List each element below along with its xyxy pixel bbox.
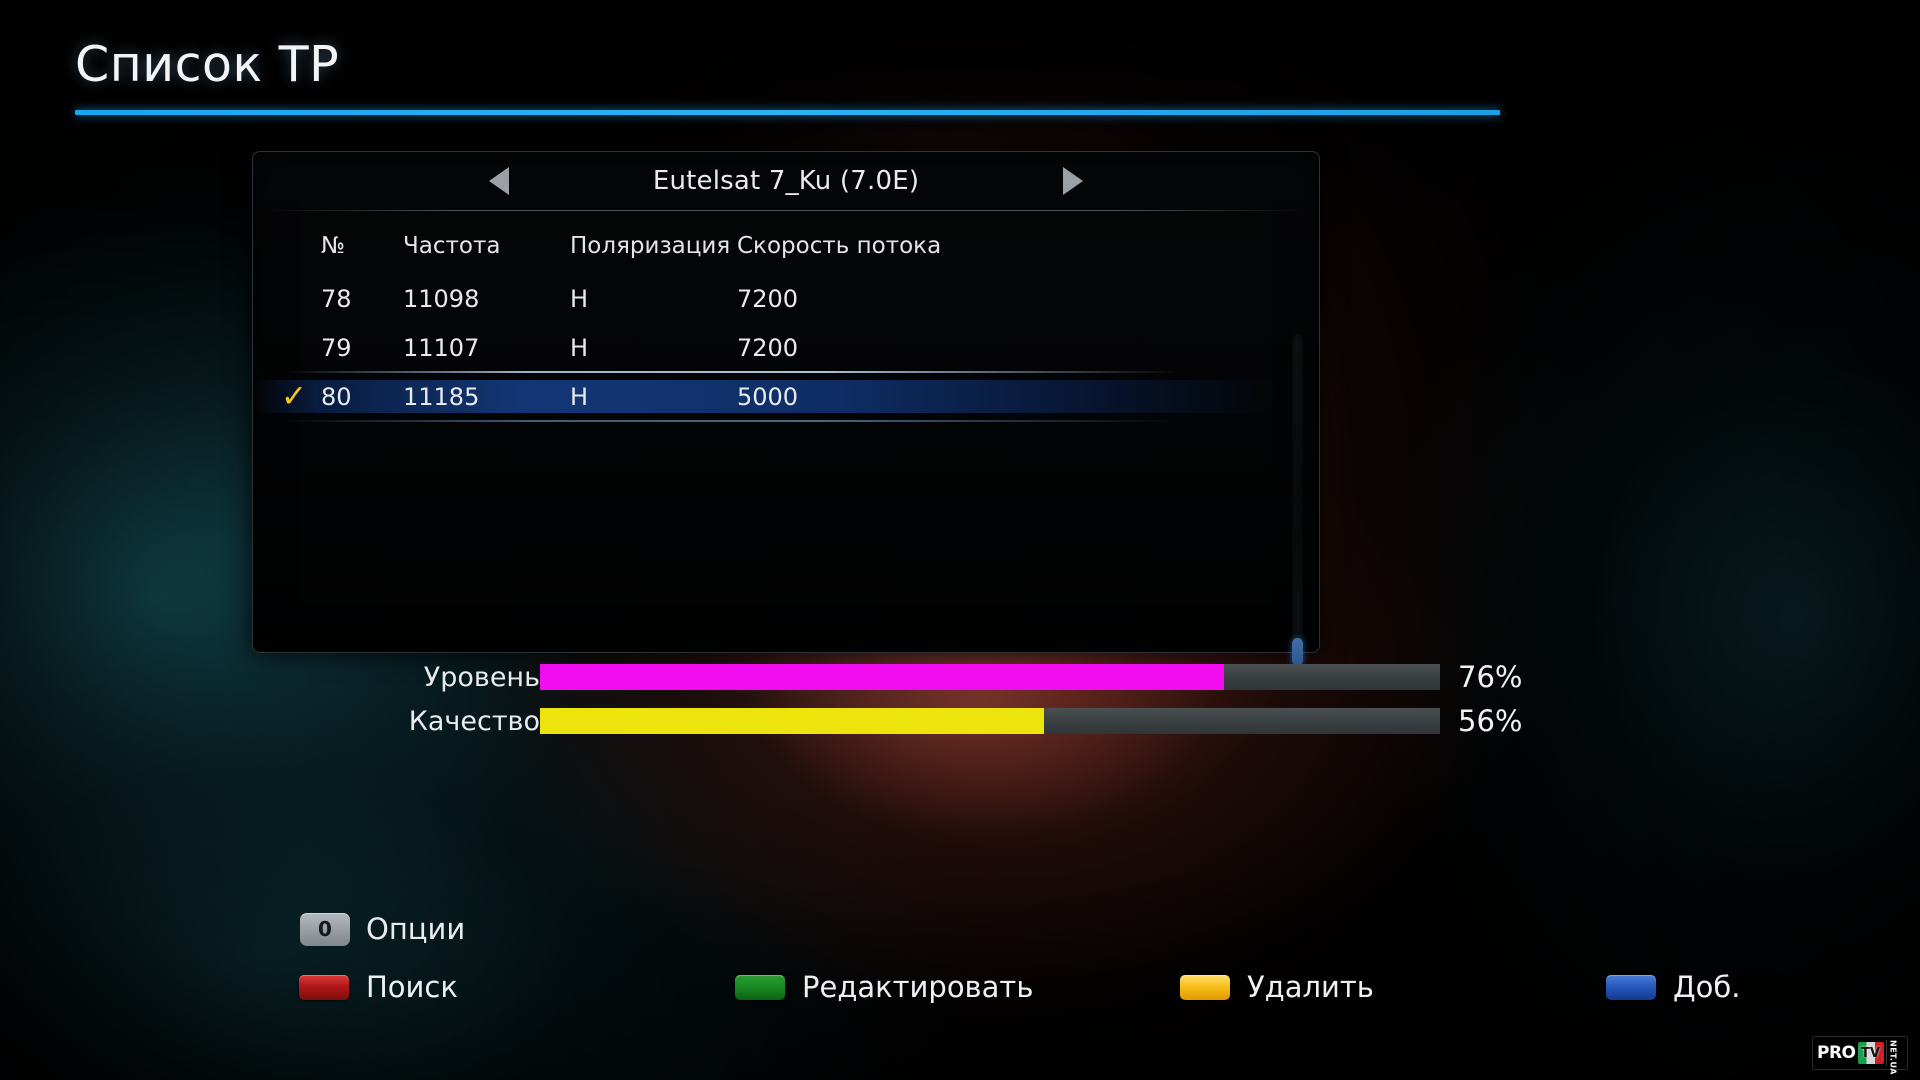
table-header-row: № Частота Поляризация Скорость потока [253, 226, 1319, 266]
table-row-selected[interactable]: ✓ 80 11185 H 5000 [253, 371, 1319, 422]
column-header-frequency: Частота [403, 233, 501, 259]
cell-polarization: H [570, 284, 589, 313]
key-edit-label: Редактировать [802, 970, 1034, 1004]
color-key-bar: Поиск Редактировать Удалить Доб. [0, 970, 1920, 1030]
triangle-right-icon[interactable] [1063, 167, 1083, 195]
cell-polarization: H [570, 382, 589, 411]
transponder-list-panel: Eutelsat 7_Ku (7.0E) № Частота Поляризац… [252, 151, 1320, 666]
satellite-name: Eutelsat 7_Ku (7.0E) [652, 166, 920, 196]
watermark-pro-text: PRO [1817, 1043, 1856, 1063]
options-key-badge: 0 [300, 912, 350, 946]
watermark-tv-text: TV [1861, 1045, 1880, 1061]
title-underline-rule [75, 110, 1500, 115]
panel-divider [267, 210, 1305, 211]
signal-level-row: Уровень 76% [0, 660, 1920, 694]
cell-polarization: H [570, 333, 589, 362]
triangle-left-icon[interactable] [489, 167, 509, 195]
signal-level-percent: 76% [1458, 660, 1523, 694]
signal-quality-fill [540, 708, 1044, 734]
options-label: Опции [366, 912, 466, 946]
signal-quality-percent: 56% [1458, 704, 1523, 738]
column-header-polarization: Поляризация [570, 233, 731, 259]
satellite-selector[interactable]: Eutelsat 7_Ku (7.0E) [253, 152, 1319, 210]
cell-number: 78 [321, 284, 352, 313]
options-hint[interactable]: 0 Опции [300, 912, 465, 946]
yellow-key-swatch-icon [1180, 974, 1230, 1000]
cell-number: 80 [321, 382, 352, 411]
key-search[interactable]: Поиск [299, 970, 458, 1004]
cell-symbol-rate: 7200 [737, 284, 799, 313]
cell-number: 79 [321, 333, 352, 362]
key-add-label: Доб. [1673, 970, 1741, 1004]
table-row[interactable]: 79 11107 H 7200 [253, 331, 1319, 364]
cell-frequency: 11098 [403, 284, 480, 313]
watermark-domain-text: NET.UA [1885, 1040, 1898, 1075]
protv-watermark-logo: PRO TV NET.UA [1812, 1036, 1908, 1075]
page-title: Список ТР [75, 36, 340, 93]
cell-frequency: 11107 [403, 333, 480, 362]
scrollbar-thumb[interactable] [1292, 638, 1303, 666]
scrollbar-track[interactable] [1292, 334, 1303, 666]
column-header-number: № [321, 233, 345, 259]
cell-frequency: 11185 [403, 382, 480, 411]
signal-meters: Уровень 76% Качество 56% [0, 660, 1920, 748]
transponder-table: № Частота Поляризация Скорость потока 78… [253, 214, 1319, 666]
cell-symbol-rate: 5000 [737, 382, 799, 411]
watermark-tv-icon: TV [1857, 1042, 1884, 1064]
key-delete-label: Удалить [1247, 970, 1374, 1004]
key-edit[interactable]: Редактировать [735, 970, 1033, 1004]
red-key-swatch-icon [299, 974, 349, 1000]
signal-level-track [540, 664, 1440, 690]
signal-level-label: Уровень [423, 661, 540, 693]
row-check-icon: ✓ [281, 378, 307, 414]
cell-symbol-rate: 7200 [737, 333, 799, 362]
signal-quality-track [540, 708, 1440, 734]
green-key-swatch-icon [735, 974, 785, 1000]
signal-level-fill [540, 664, 1224, 690]
column-header-symbol-rate: Скорость потока [737, 233, 942, 259]
signal-quality-row: Качество 56% [0, 704, 1920, 738]
key-delete[interactable]: Удалить [1180, 970, 1374, 1004]
table-row[interactable]: 78 11098 H 7200 [253, 282, 1319, 315]
blue-key-swatch-icon [1606, 974, 1656, 1000]
key-add[interactable]: Доб. [1606, 970, 1741, 1004]
signal-quality-label: Качество [408, 705, 540, 737]
key-search-label: Поиск [366, 970, 458, 1004]
